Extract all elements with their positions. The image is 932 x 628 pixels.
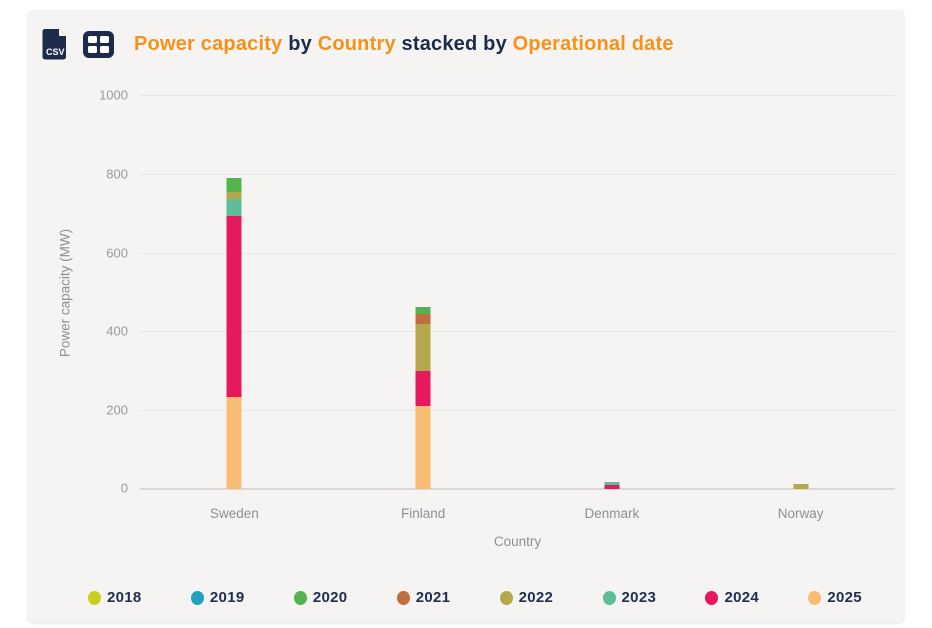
legend-dot-2023 (602, 590, 616, 605)
chart-title-segment: by (282, 32, 318, 55)
bar-segment-finland-2020[interactable] (415, 307, 431, 315)
legend-label: 2023 (621, 589, 657, 606)
bar-segment-finland-2022[interactable] (415, 323, 431, 371)
legend-dot-2022 (499, 590, 513, 605)
legend-label: 2022 (518, 589, 554, 606)
y-tick-label: 600 (106, 245, 128, 261)
table-view-icon[interactable] (82, 30, 115, 59)
chart-title-segment: Power capacity (134, 32, 283, 55)
x-tick-label-finland: Finland (400, 506, 446, 521)
legend-item-2018[interactable]: 2018 (88, 589, 142, 606)
gridline: 400 (106, 324, 895, 339)
bar-segment-sweden-2020[interactable] (226, 177, 242, 192)
legend-label: 2025 (827, 589, 862, 606)
legend-dot-2020 (293, 590, 307, 605)
bar-segment-sweden-2023[interactable] (226, 198, 242, 217)
bar-segment-sweden-2022[interactable] (226, 191, 242, 199)
svg-text:CSV: CSV (46, 47, 65, 57)
y-tick-label: 1000 (99, 87, 128, 103)
legend-item-2023[interactable]: 2023 (602, 589, 657, 606)
bar-segment-sweden-2025[interactable] (226, 396, 242, 489)
legend-dot-2018 (88, 590, 101, 605)
chart-header: CSV Power capacity by Country stacked by… (42, 28, 674, 60)
bar-column-sweden (226, 95, 242, 489)
chart-title-segment: stacked by (395, 32, 513, 55)
x-axis-title: Country (493, 534, 542, 549)
x-tick-label-denmark: Denmark (584, 506, 640, 521)
x-axis-labels: Sweden Finland Denmark Norway (140, 506, 895, 526)
legend-item-2020[interactable]: 2020 (293, 589, 348, 606)
gridline: 600 (106, 245, 895, 260)
bar-segment-sweden-2024[interactable] (226, 216, 242, 397)
legend-dot-2021 (396, 590, 410, 605)
legend: 2018 2019 2020 2021 2022 2023 2024 2025 (88, 589, 862, 606)
bar-column-norway (793, 95, 809, 489)
y-tick-label: 400 (106, 323, 128, 339)
y-tick-label: 200 (106, 402, 128, 418)
chart-title-segment: Operational date (512, 32, 674, 55)
gridline: 800 (106, 166, 895, 181)
legend-dot-2025 (808, 590, 822, 605)
y-tick-label: 800 (106, 166, 128, 182)
bar-segment-finland-2025[interactable] (415, 405, 431, 489)
legend-label: 2019 (209, 589, 245, 606)
legend-dot-2024 (705, 590, 719, 605)
legend-item-2022[interactable]: 2022 (499, 589, 554, 606)
chart-card: CSV Power capacity by Country stacked by… (28, 10, 904, 622)
chart-title: Power capacity by Country stacked by Ope… (134, 33, 674, 56)
bar-column-finland (415, 95, 431, 489)
bar-segment-denmark-2023[interactable] (604, 481, 620, 486)
legend-label: 2018 (107, 589, 142, 606)
gridline: 0 (121, 481, 895, 496)
y-tick-label: 0 (120, 480, 128, 496)
x-tick-label-norway: Norway (777, 506, 824, 521)
y-axis-title: Power capacity (MW) (57, 228, 73, 358)
legend-item-2021[interactable]: 2021 (396, 589, 451, 606)
bar-segment-finland-2021[interactable] (415, 314, 431, 324)
bar-segment-norway-2022[interactable] (793, 484, 809, 489)
legend-item-2024[interactable]: 2024 (705, 589, 759, 606)
bar-segment-finland-2024[interactable] (415, 370, 431, 406)
gridline: 1000 (99, 88, 895, 103)
chart-title-segment: Country (317, 32, 396, 55)
legend-label: 2021 (415, 589, 451, 606)
legend-label: 2024 (724, 589, 760, 606)
legend-item-2025[interactable]: 2025 (808, 589, 862, 606)
legend-dot-2019 (190, 590, 204, 605)
csv-export-icon[interactable]: CSV (42, 28, 69, 60)
legend-item-2019[interactable]: 2019 (190, 589, 245, 606)
plot-area: 0 200 400 600 800 1000 (99, 88, 895, 496)
legend-label: 2020 (312, 589, 348, 606)
bar-segment-denmark-2024[interactable] (604, 485, 620, 489)
gridline: 200 (106, 403, 895, 418)
bar-column-denmark (604, 95, 620, 489)
x-tick-label-sweden: Sweden (209, 506, 259, 521)
